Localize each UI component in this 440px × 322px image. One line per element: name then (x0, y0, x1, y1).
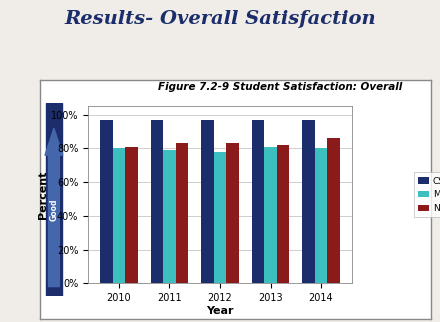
Bar (176, 143, 188, 283)
Bar (214, 152, 226, 283)
Bar (100, 120, 113, 283)
Text: Figure 7.2-9 Student Satisfaction: Overall: Figure 7.2-9 Student Satisfaction: Overa… (158, 82, 403, 92)
Text: Results- Overall Satisfaction: Results- Overall Satisfaction (64, 10, 376, 28)
Bar (125, 147, 138, 283)
Bar (252, 120, 264, 283)
Bar (315, 148, 327, 283)
Text: Good: Good (49, 198, 59, 221)
Bar (46, 103, 62, 296)
Bar (150, 120, 163, 283)
Legend: CSSD, Marriott, Nordstrom: CSSD, Marriott, Nordstrom (414, 172, 440, 217)
Bar (264, 147, 277, 283)
FancyArrow shape (45, 128, 63, 287)
X-axis label: Year: Year (206, 306, 234, 316)
Y-axis label: Percent: Percent (38, 171, 48, 219)
Bar (277, 145, 290, 283)
Bar (226, 143, 239, 283)
Bar (113, 148, 125, 283)
Bar (327, 138, 340, 283)
Bar (163, 150, 176, 283)
Bar (201, 120, 214, 283)
Bar (302, 120, 315, 283)
